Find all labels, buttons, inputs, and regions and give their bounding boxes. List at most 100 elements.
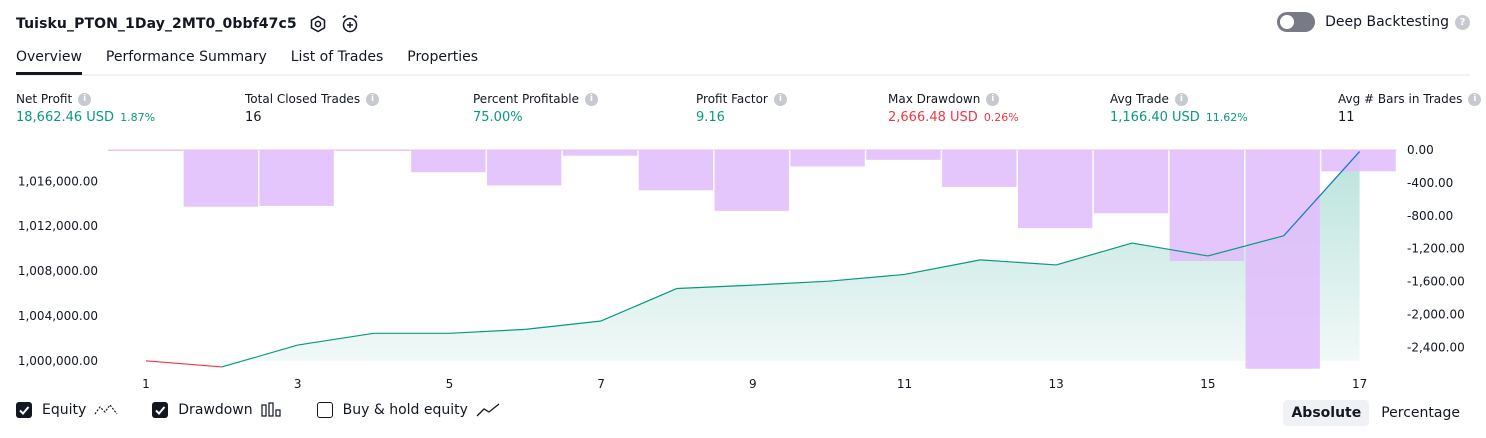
deep-backtesting-label: Deep Backtesting (1325, 14, 1449, 30)
stat-value: 16 (245, 110, 262, 125)
scale-mode-switch: Absolute Percentage (1279, 400, 1468, 426)
drawdown-bar (866, 150, 941, 160)
stat-label: Total Closed Trades (245, 92, 361, 106)
stat-percent-profitable: Percent Profitable i 75.00% (473, 92, 598, 125)
stat-label: Net Profit (16, 92, 73, 106)
right-axis-tick-label: -1,600.00 (1407, 275, 1465, 289)
stat-max-drawdown: Max Drawdown i 2,666.48 USD 0.26% (888, 92, 1019, 125)
legend-label: Buy & hold equity (342, 402, 468, 418)
equity-segment (600, 287, 678, 322)
equity-segment (1207, 235, 1284, 257)
x-axis-tick-label: 17 (1352, 377, 1367, 391)
legend-label: Drawdown (178, 402, 253, 418)
stat-avg-bars-in-trades: Avg # Bars in Trades i 11 (1338, 92, 1482, 125)
x-axis-tick-label: 1 (142, 377, 150, 391)
drawdown-bar (1169, 150, 1245, 261)
stat-percent: 11.62% (1205, 111, 1248, 124)
left-axis-tick-label: 1,016,000.00 (18, 174, 98, 188)
legend-buy-hold[interactable]: Buy & hold equity (316, 402, 500, 418)
drawdown-bar (183, 150, 258, 207)
stat-value: 2,666.48 USD (888, 110, 978, 125)
left-axis-tick-label: 1,000,000.00 (18, 354, 98, 368)
stats-row: Net Profit i 18,662.46 USD 1.87% Total Clo… (0, 92, 1486, 132)
info-icon[interactable]: i (78, 92, 92, 106)
legend-drawdown[interactable]: Drawdown (152, 402, 282, 418)
right-axis-tick-label: 0.00 (1407, 143, 1434, 157)
tab-overview[interactable]: Overview (16, 44, 82, 75)
drawdown-bar (411, 150, 486, 173)
drawdown-bar (108, 150, 183, 151)
equity-segment (828, 273, 905, 282)
drawdown-bar (487, 150, 562, 186)
equity-segment (1131, 242, 1209, 257)
tab-list-of-trades[interactable]: List of Trades (290, 49, 384, 65)
chart-legend: Equity Drawdown Buy & hold equity (16, 402, 534, 418)
info-icon[interactable]: i (366, 92, 380, 106)
equity-segment (297, 332, 374, 346)
equity-segment (221, 344, 298, 368)
deep-backtesting-toggle[interactable] (1277, 12, 1316, 32)
stat-label: Percent Profitable (473, 92, 579, 106)
stat-label: Max Drawdown (888, 92, 981, 106)
drawdown-bars-icon (261, 402, 283, 418)
right-axis-tick-label: -1,200.00 (1407, 242, 1465, 256)
x-axis-tick-label: 9 (749, 377, 757, 391)
stat-avg-trade: Avg Trade i 1,166.40 USD 11.62% (1110, 92, 1248, 125)
info-icon[interactable]: i (584, 92, 598, 106)
stat-percent: 0.26% (983, 111, 1019, 124)
checkbox-buy-hold[interactable] (316, 402, 333, 418)
drawdown-bar (714, 150, 789, 211)
x-axis-tick-label: 7 (597, 377, 605, 391)
checkbox-drawdown[interactable] (152, 402, 169, 418)
gear-icon[interactable] (307, 13, 329, 35)
checkbox-equity[interactable] (16, 402, 32, 418)
mode-percentage[interactable]: Percentage (1381, 405, 1460, 421)
equity-area (221, 151, 1360, 367)
info-icon[interactable]: i (986, 92, 1000, 106)
equity-segment (449, 328, 526, 334)
equity-segment (752, 280, 829, 286)
info-icon[interactable]: i (1174, 92, 1188, 106)
drawdown-bar (942, 150, 1017, 187)
right-axis-tick-label: -800.00 (1407, 209, 1453, 223)
legend-equity[interactable]: Equity (16, 402, 118, 418)
equity-line-icon (94, 402, 118, 418)
stat-value: 75.00% (473, 110, 523, 125)
equity-drawdown-chart[interactable]: 1,000,000.00 1,004,000.00 1,008,000.00 1,01… (0, 140, 1486, 395)
stat-label: Avg Trade (1110, 92, 1169, 106)
buy-hold-line-icon (476, 402, 500, 418)
equity-segment (1056, 242, 1133, 266)
question-mark-icon[interactable]: ? (1455, 14, 1470, 30)
strategy-title: Tuisku_PTON_1Day_2MT0_0bbf47c5 (16, 16, 297, 32)
stat-label: Avg # Bars in Trades (1338, 92, 1463, 106)
x-axis-tick-label: 15 (1200, 377, 1215, 391)
alarm-clock-plus-icon[interactable] (339, 13, 361, 35)
right-axis-tick-label: -2,000.00 (1407, 307, 1465, 321)
strategy-header: Tuisku_PTON_1Day_2MT0_0bbf47c5 (16, 10, 361, 38)
mode-absolute[interactable]: Absolute (1283, 400, 1370, 426)
drawdown-bar (1245, 150, 1320, 369)
stat-total-closed-trades: Total Closed Trades i 16 (245, 92, 380, 125)
stat-value: 9.16 (696, 110, 725, 125)
x-axis-tick-label: 13 (1049, 377, 1064, 391)
x-axis-tick-label: 5 (446, 377, 454, 391)
drawdown-bar (259, 150, 334, 206)
legend-label: Equity (42, 402, 87, 418)
drawdown-bar (335, 150, 410, 151)
stat-label: Profit Factor (696, 92, 768, 106)
left-axis-tick-label: 1,012,000.00 (18, 219, 98, 233)
tab-properties[interactable]: Properties (407, 49, 479, 65)
info-icon[interactable]: i (773, 92, 787, 106)
info-icon[interactable]: i (1468, 92, 1482, 106)
equity-segment (904, 259, 981, 276)
drawdown-bar (638, 150, 714, 191)
right-axis-tick-label: -400.00 (1407, 176, 1453, 190)
stat-profit-factor: Profit Factor i 9.16 (696, 92, 787, 125)
equity-segment (525, 320, 602, 330)
tab-performance-summary[interactable]: Performance Summary (105, 49, 267, 65)
stat-net-profit: Net Profit i 18,662.46 USD 1.87% (16, 92, 155, 125)
x-axis-tick-label: 11 (897, 377, 912, 391)
stat-percent: 1.87% (120, 111, 156, 124)
drawdown-bar (1321, 150, 1396, 172)
x-axis-tick-label: 3 (294, 377, 302, 391)
